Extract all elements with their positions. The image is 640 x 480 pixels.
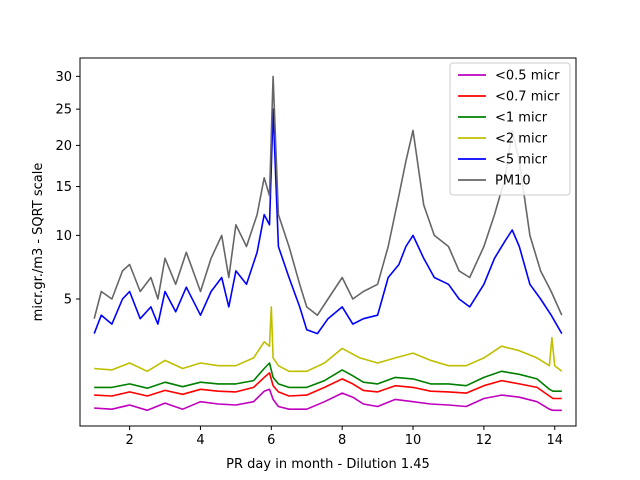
legend-entry: <2 micr <box>495 132 548 147</box>
y-tick-label: 5 <box>64 293 72 308</box>
y-tick-label: 10 <box>55 229 72 244</box>
x-tick-label: 6 <box>267 433 275 448</box>
x-tick-label: 10 <box>405 433 422 448</box>
x-tick-label: 8 <box>338 433 346 448</box>
legend-entry: PM10 <box>495 174 531 189</box>
y-tick-label: 20 <box>55 139 72 154</box>
series-line-3 <box>94 306 563 373</box>
series-line-5 <box>93 75 563 319</box>
legend-entry: <5 micr <box>495 153 548 168</box>
legend: <0.5 micr <0.7 micr <1 micr <2 micr <5 micr P… <box>449 62 571 196</box>
y-tick-label: 30 <box>55 70 72 85</box>
x-tick-label: 14 <box>546 433 563 448</box>
series-line-1 <box>94 371 562 400</box>
x-tick-label: 12 <box>476 433 493 448</box>
series-line-4 <box>93 108 563 335</box>
y-axis: 5 10 15 20 25 30 <box>55 70 80 308</box>
legend-entry: <0.7 micr <box>495 90 560 105</box>
y-axis-label: micr.gr./m3 - SQRT scale <box>31 163 46 322</box>
series-line-2 <box>94 362 562 393</box>
x-tick-label: 2 <box>125 433 133 448</box>
legend-entry: <0.5 micr <box>495 69 560 84</box>
x-axis-label: PR day in month - Dilution 1.45 <box>226 457 430 472</box>
x-axis: 2 4 6 8 10 12 14 <box>125 426 563 448</box>
x-tick-label: 4 <box>196 433 204 448</box>
series-line-0 <box>94 388 562 412</box>
plot-lines <box>93 75 563 412</box>
y-tick-label: 15 <box>55 180 72 195</box>
axes-frame <box>79 57 577 427</box>
legend-entry: <1 micr <box>495 111 548 126</box>
y-tick-label: 25 <box>55 103 72 118</box>
